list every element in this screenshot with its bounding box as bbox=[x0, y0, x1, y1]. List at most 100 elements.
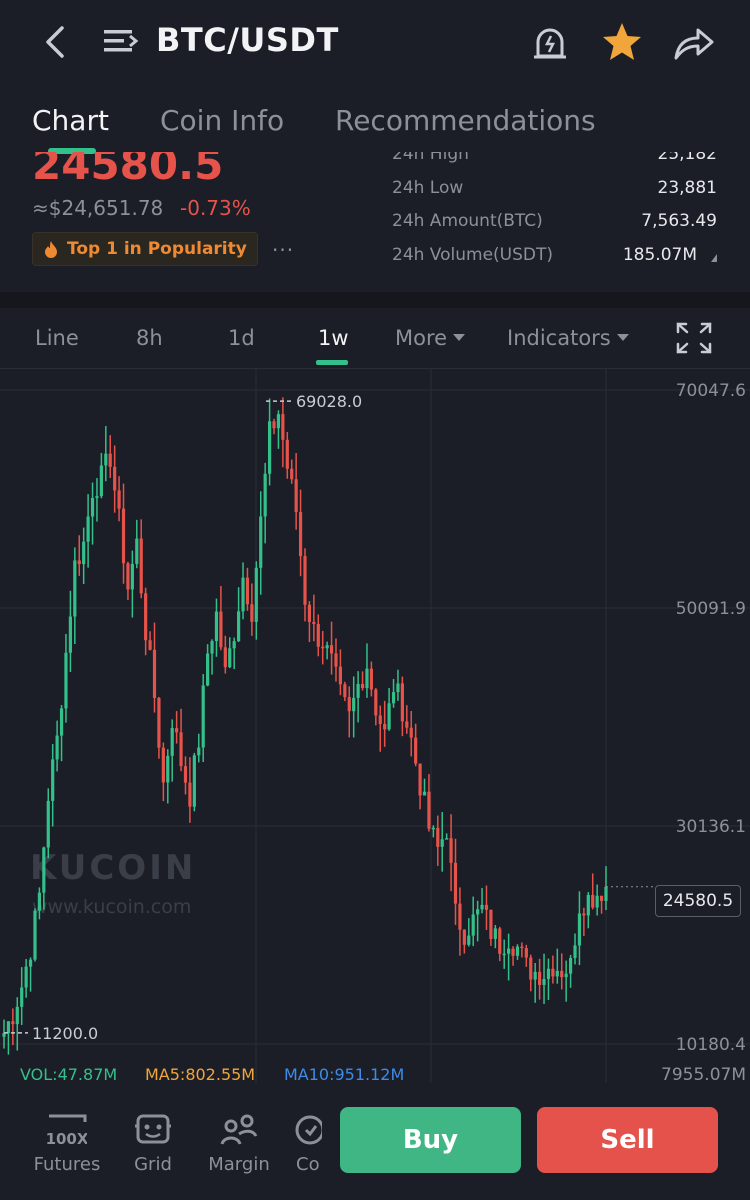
candle-body bbox=[551, 968, 555, 977]
sell-button[interactable]: Sell bbox=[537, 1107, 718, 1173]
nav-margin[interactable]: Margin bbox=[199, 1112, 279, 1175]
candle-body bbox=[51, 759, 55, 801]
candle-body bbox=[436, 827, 440, 847]
candle-body bbox=[582, 913, 586, 916]
candle-body bbox=[586, 894, 590, 916]
candle-body bbox=[135, 538, 139, 564]
candle-body bbox=[476, 909, 480, 915]
watermark-url: www.kucoin.com bbox=[32, 896, 192, 918]
candle-body bbox=[144, 593, 148, 641]
fullscreen-icon[interactable] bbox=[676, 322, 712, 354]
candle-body bbox=[139, 538, 143, 594]
candle-body bbox=[28, 959, 33, 967]
buy-button[interactable]: Buy bbox=[340, 1107, 521, 1173]
candle-body bbox=[356, 683, 360, 698]
candle-body bbox=[343, 684, 347, 698]
tab-coin-info[interactable]: Coin Info bbox=[160, 104, 285, 137]
candle-body bbox=[409, 727, 413, 738]
candle-body bbox=[599, 895, 604, 901]
candle-body bbox=[179, 732, 183, 767]
candle-body bbox=[126, 563, 130, 590]
interval-8h[interactable]: 8h bbox=[136, 326, 163, 350]
nav-copy-trading[interactable]: Co bbox=[282, 1112, 322, 1175]
candle-body bbox=[298, 512, 303, 557]
indicators-label: Indicators bbox=[507, 326, 611, 350]
interval-1d[interactable]: 1d bbox=[228, 326, 255, 350]
watermark-logo: KUCOIN bbox=[30, 848, 197, 888]
candle-body bbox=[214, 611, 219, 642]
candle-body bbox=[555, 970, 559, 977]
candle-body bbox=[604, 886, 608, 901]
candle-body bbox=[104, 453, 108, 466]
volume-legend-vol: VOL:47.87M bbox=[20, 1065, 117, 1083]
stat-24h-amount: 24h Amount(BTC) 7,563.49 bbox=[392, 211, 717, 239]
candle-body bbox=[6, 1021, 11, 1034]
candlestick-chart[interactable]: KUCOIN www.kucoin.com 70047.6 50091.9 3013… bbox=[0, 368, 750, 1083]
stat-24h-low: 24h Low 23,881 bbox=[392, 178, 717, 206]
candle-body bbox=[564, 973, 568, 978]
candle-body bbox=[520, 946, 524, 949]
back-icon[interactable] bbox=[40, 22, 74, 62]
chart-canvas[interactable]: 70047.6 50091.9 30136.1 10180.4 69028.0 11200… bbox=[0, 368, 750, 1083]
favorite-star-icon[interactable] bbox=[600, 20, 644, 64]
stat-value: 185.07M bbox=[622, 245, 697, 265]
nav-label: Grid bbox=[134, 1154, 172, 1175]
tab-chart[interactable]: Chart bbox=[32, 104, 109, 137]
stat-label: 24h Amount(BTC) bbox=[392, 211, 543, 231]
candle-body bbox=[113, 466, 117, 491]
share-icon[interactable] bbox=[672, 24, 716, 62]
candle-body bbox=[290, 468, 294, 480]
active-tab-indicator bbox=[48, 148, 96, 154]
candle-body bbox=[86, 516, 90, 542]
indicators-dropdown[interactable]: Indicators bbox=[507, 326, 629, 350]
candle-body bbox=[42, 847, 46, 893]
candle-body bbox=[263, 473, 267, 517]
section-divider bbox=[0, 292, 750, 308]
candle-body bbox=[405, 721, 409, 728]
candle-body bbox=[338, 666, 343, 685]
candle-body bbox=[148, 640, 152, 650]
candle-body bbox=[64, 652, 68, 709]
interval-more-dropdown[interactable]: More bbox=[395, 326, 466, 350]
candle-body bbox=[431, 827, 435, 830]
chevron-down-icon bbox=[453, 333, 466, 341]
candle-body bbox=[529, 957, 533, 980]
popularity-badge[interactable]: Top 1 in Popularity bbox=[32, 232, 258, 266]
candle-body bbox=[312, 621, 316, 624]
price-alert-icon[interactable] bbox=[530, 22, 570, 62]
candle-body bbox=[453, 862, 458, 904]
candle-body bbox=[232, 641, 236, 649]
candle-body bbox=[281, 414, 285, 440]
candle-body bbox=[538, 971, 542, 985]
candle-body bbox=[117, 490, 121, 509]
popularity-badge-label: Top 1 in Popularity bbox=[67, 239, 247, 259]
candle-body bbox=[427, 791, 431, 829]
tab-recommendations[interactable]: Recommendations bbox=[335, 104, 596, 137]
pair-menu-icon[interactable] bbox=[104, 26, 140, 56]
interval-1w[interactable]: 1w bbox=[318, 326, 349, 350]
nav-grid[interactable]: Grid bbox=[113, 1112, 193, 1175]
candle-body bbox=[591, 894, 595, 908]
volume-axis-label: 7955.07M bbox=[661, 1065, 746, 1083]
nav-futures[interactable]: 100X Futures bbox=[27, 1112, 107, 1175]
expand-triangle-icon bbox=[711, 254, 717, 262]
page-tabs: Chart Coin Info Recommendations bbox=[0, 90, 750, 152]
bottom-action-bar: 100X Futures Grid Margin Co Buy Sell bbox=[0, 1096, 750, 1200]
stat-value: 23,881 bbox=[657, 178, 717, 198]
candle-body bbox=[285, 439, 289, 469]
nav-label: Co bbox=[296, 1154, 320, 1175]
nav-label: Futures bbox=[33, 1154, 101, 1175]
stat-24h-volume[interactable]: 24h Volume(USDT) 185.07M bbox=[392, 245, 717, 273]
candle-body bbox=[294, 479, 298, 513]
more-options-icon[interactable]: ··· bbox=[272, 238, 295, 262]
margin-icon bbox=[220, 1114, 258, 1145]
interval-toolbar: Line 8h 1d 1w More Indicators bbox=[0, 308, 750, 369]
trading-pair-title[interactable]: BTC/USDT bbox=[156, 21, 339, 59]
candle-body bbox=[82, 541, 86, 565]
candle-body bbox=[347, 697, 351, 712]
volume-legend-ma10: MA10:951.12M bbox=[284, 1065, 404, 1083]
candle-body bbox=[267, 421, 272, 474]
candle-body bbox=[188, 782, 192, 807]
candle-body bbox=[498, 928, 502, 954]
interval-line[interactable]: Line bbox=[35, 326, 79, 350]
